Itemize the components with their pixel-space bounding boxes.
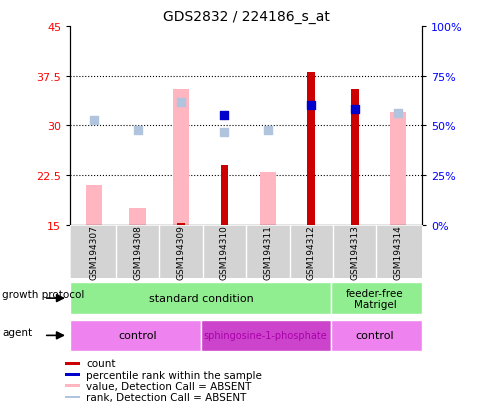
Text: GSM194308: GSM194308 [133,225,142,279]
Bar [389,113,406,225]
Point [134,127,141,134]
Text: count: count [86,358,116,368]
Bar [200,320,330,351]
Text: GSM194313: GSM194313 [349,225,359,279]
Bar [86,185,102,225]
Text: standard condition: standard condition [149,293,254,304]
Bar [330,282,421,314]
Bar [350,90,358,225]
Point [220,129,228,136]
Text: percentile rank within the sample: percentile rank within the sample [86,370,261,380]
Bar [65,362,80,365]
Bar [259,172,275,225]
Bar [330,320,421,351]
Point [393,111,401,117]
Bar [307,73,315,225]
Text: GSM194307: GSM194307 [90,225,99,279]
Text: feeder-free
Matrigel: feeder-free Matrigel [346,288,403,309]
Text: rank, Detection Call = ABSENT: rank, Detection Call = ABSENT [86,392,246,402]
Title: GDS2832 / 224186_s_at: GDS2832 / 224186_s_at [162,10,329,24]
Bar [220,166,228,225]
Text: sphingosine-1-phosphate: sphingosine-1-phosphate [203,330,327,341]
Text: value, Detection Call = ABSENT: value, Detection Call = ABSENT [86,381,251,391]
Text: GSM194314: GSM194314 [393,225,402,279]
Text: GSM194309: GSM194309 [176,225,185,279]
Text: GSM194311: GSM194311 [263,225,272,279]
Bar [65,373,80,376]
Point [307,103,315,109]
Text: control: control [355,330,393,341]
Bar [70,282,330,314]
Point [177,100,184,106]
Bar [65,396,80,398]
Text: GSM194310: GSM194310 [219,225,228,279]
Text: growth protocol: growth protocol [2,289,85,299]
Text: control: control [118,330,157,341]
Bar [70,320,200,351]
Bar [177,224,184,225]
Text: GSM194312: GSM194312 [306,225,315,279]
Bar [65,384,80,387]
Point [350,106,358,113]
Text: agent: agent [2,327,32,337]
Bar [172,90,189,225]
Point [90,117,98,124]
Point [220,113,228,119]
Bar [129,209,146,225]
Point [263,127,271,134]
